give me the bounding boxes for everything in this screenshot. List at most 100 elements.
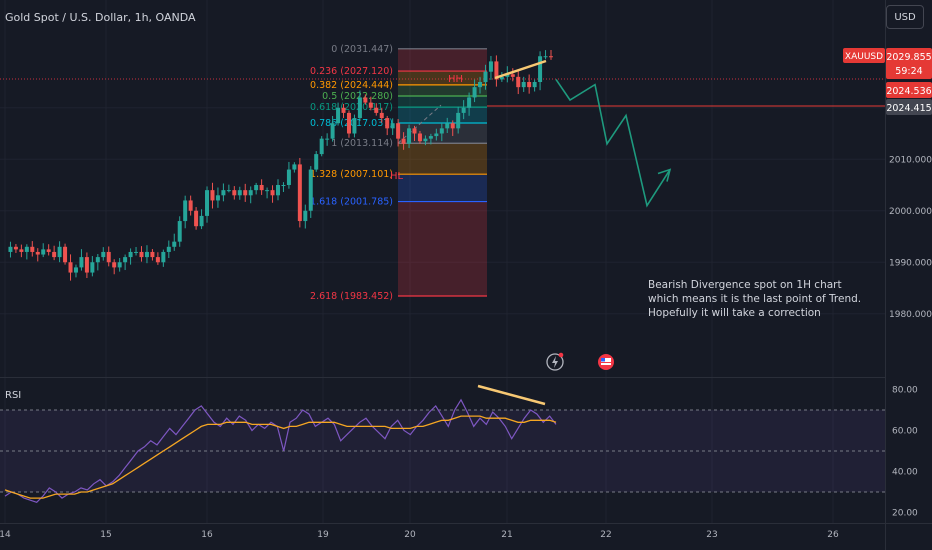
currency-button[interactable]: USD [886,5,924,29]
price-lines [0,78,885,107]
price-divergence-line [494,59,547,80]
rsi-axis: 80.00 60.00 40.00 20.00 [892,386,918,519]
candle-body [226,190,231,192]
candle-body [90,262,95,273]
candle-body [488,61,493,72]
candle-body [35,251,40,255]
last-price: 2029.855 [886,52,931,63]
date-tick-label-8: 26 [827,530,839,540]
candle-body [265,190,270,192]
candle-body [8,246,13,252]
candle-body [456,112,461,129]
candle-body [434,133,439,137]
fib-zone-3 [398,96,487,108]
projection-path [555,78,671,208]
fib-zone-2 [398,84,487,97]
candle-body [166,246,171,252]
fib-zone-1 [398,71,487,85]
candle-body [510,74,515,77]
candle-body [161,251,166,263]
candle-body [461,107,466,113]
rsi-band-fill [0,410,885,492]
candle-body [63,246,68,263]
candle-body [123,257,128,263]
fib-label-2.618: 2.618 (1983.452) [310,291,393,302]
candle-body [478,82,483,88]
candle-body [221,190,226,196]
projection-arrowhead [657,168,672,182]
fib-label-1.618: 1.618 (2001.785) [310,197,393,208]
rsi-divergence-line [477,384,546,406]
candle-body [183,200,188,222]
candle-body [128,251,133,258]
fib-zone-8 [398,201,487,296]
candle-body [417,133,422,142]
candle-body [292,164,297,170]
fibonacci-extension[interactable]: 0 (2031.447) 0.236 (2027.120) 0.382 (2024.… [310,44,487,302]
fib-zone-7 [398,174,487,202]
candle-body [396,123,401,139]
candle-body [144,251,149,258]
candle-body [248,190,253,196]
candle-body [401,138,406,144]
event-dot [558,352,564,358]
fib-zone-6 [398,143,487,175]
date-axis: 14 15 16 19 20 21 22 23 26 [0,530,839,540]
candle-body [41,249,46,255]
grid [0,0,885,523]
date-tick-label-2: 16 [201,530,213,540]
candle-body [407,128,412,144]
candle-body [385,118,390,129]
candle-body [117,262,122,268]
rsi-tick-label-3: 20.00 [892,509,918,519]
chart-title: Gold Spot / U.S. Dollar, 1h, OANDA [5,11,196,24]
level-price-1: 2024.536 [886,86,931,97]
fib-zone-4 [398,107,487,124]
candle-body [368,102,373,108]
candle-body [281,185,286,186]
candle-body [172,241,177,247]
candle-body [270,190,275,196]
candle-body [505,74,510,77]
candle-body [390,123,395,129]
candle-body [215,195,220,201]
candle-body [139,251,144,258]
note-line-0: Bearish Divergence spot on 1H chart [648,279,842,291]
fib-label-0.5: 0.5 (2022.280) [322,91,393,102]
candle-body [79,257,84,268]
candle-body [472,87,477,98]
date-tick-label-7: 23 [706,530,717,540]
candle-body [254,185,259,191]
candle-body [483,71,488,82]
rsi-tick-label-0: 80.00 [892,386,918,396]
candle-body [303,210,308,222]
candle-body [439,128,444,134]
date-tick-label-4: 20 [404,530,416,540]
candle-body [95,257,100,263]
candle-body [357,97,362,119]
candle-body [210,190,215,201]
candle-body [101,251,106,258]
candle-body [84,257,89,273]
level-price-2: 2024.415 [886,103,931,114]
candle-body [336,107,341,124]
event-icons[interactable] [546,352,614,371]
symbol-badge-text: XAUUSD [845,52,883,62]
note-line-1: which means it is the last point of Tren… [648,293,861,305]
last-price-badge [886,48,932,79]
candle-body [521,82,526,88]
candle-body [134,251,139,253]
candle-body [243,190,248,196]
candle-body [177,221,182,242]
rsi-tick-label-2: 40.00 [892,468,918,478]
date-tick-label-0: 14 [0,530,11,540]
candle-body [325,138,330,140]
fib-label-0.236: 0.236 (2027.120) [310,66,393,77]
candle-body [46,249,51,252]
candle-body [341,107,346,113]
lightning-glyph [552,356,558,368]
candle-body [516,76,521,88]
candle-body [68,262,73,273]
